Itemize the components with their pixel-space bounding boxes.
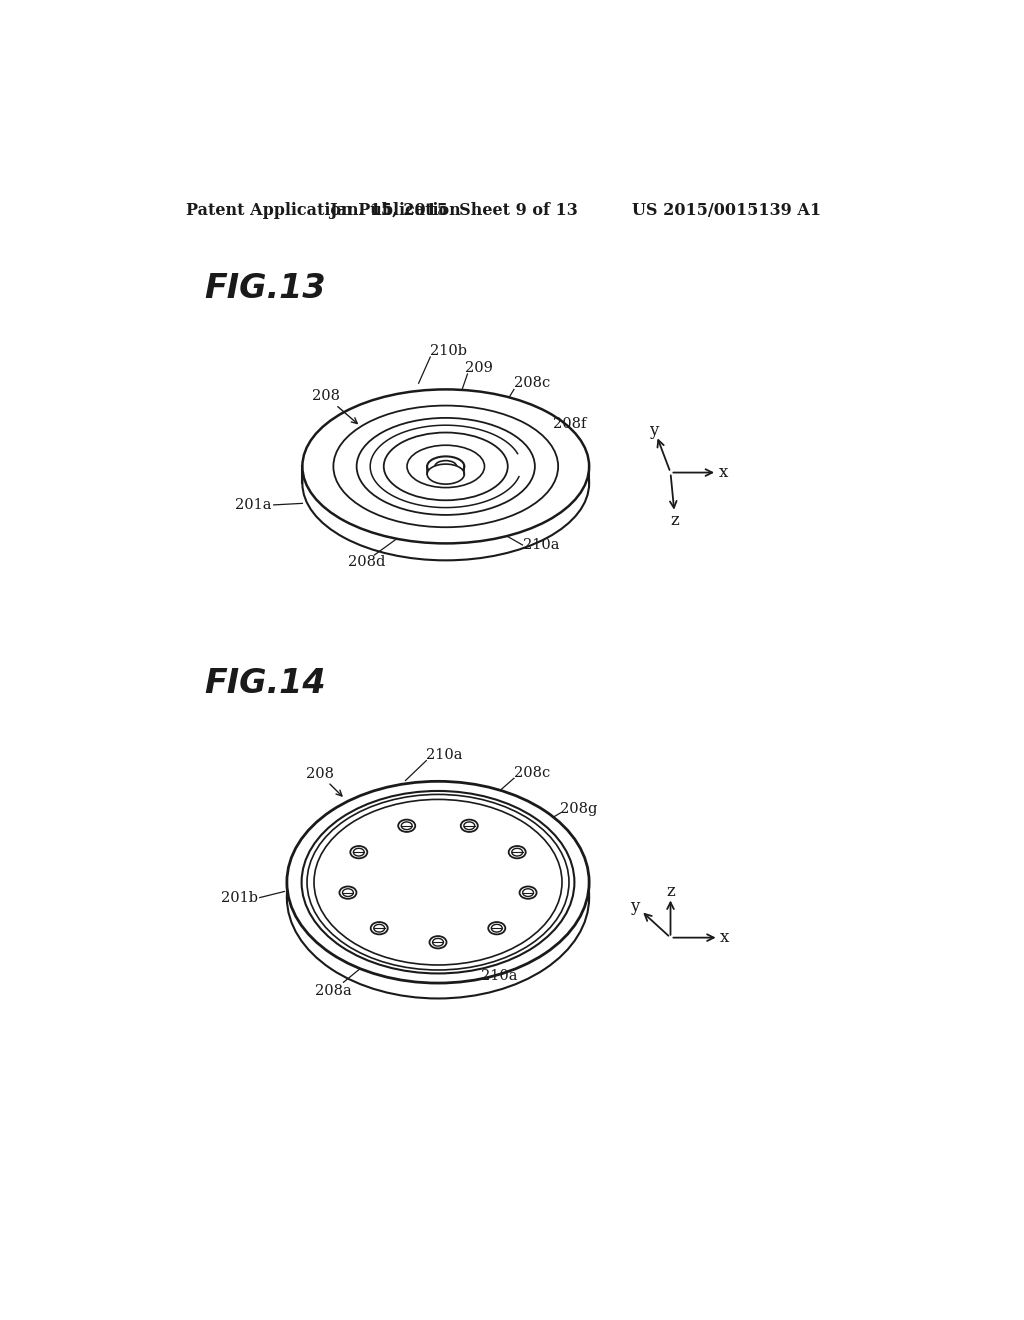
Text: 201a: 201a xyxy=(234,498,271,512)
Ellipse shape xyxy=(374,924,385,932)
Ellipse shape xyxy=(398,820,416,832)
Ellipse shape xyxy=(302,389,589,544)
Text: 208c: 208c xyxy=(514,376,550,391)
Ellipse shape xyxy=(492,924,502,932)
Text: US 2015/0015139 A1: US 2015/0015139 A1 xyxy=(632,202,821,219)
Text: FIG.14: FIG.14 xyxy=(204,667,326,700)
Text: 208d: 208d xyxy=(348,554,385,569)
Ellipse shape xyxy=(302,407,589,560)
Ellipse shape xyxy=(512,849,522,855)
Ellipse shape xyxy=(342,888,353,896)
Text: 210a: 210a xyxy=(426,748,463,762)
Ellipse shape xyxy=(427,465,464,484)
Text: 208g: 208g xyxy=(560,803,598,816)
Text: FIG.13: FIG.13 xyxy=(204,272,326,305)
Ellipse shape xyxy=(522,888,534,896)
Text: 208: 208 xyxy=(311,388,340,403)
Ellipse shape xyxy=(432,939,443,946)
Text: x: x xyxy=(719,465,728,480)
Text: 210a: 210a xyxy=(480,969,517,983)
Ellipse shape xyxy=(371,923,388,935)
Text: x: x xyxy=(720,929,729,946)
Text: 210a: 210a xyxy=(523,539,560,552)
Ellipse shape xyxy=(287,797,589,998)
Text: 208c: 208c xyxy=(514,766,550,780)
Text: y: y xyxy=(649,421,658,438)
Ellipse shape xyxy=(461,820,478,832)
Ellipse shape xyxy=(488,923,505,935)
Ellipse shape xyxy=(435,461,457,473)
Text: z: z xyxy=(667,883,675,900)
Text: 208a: 208a xyxy=(315,983,352,998)
Ellipse shape xyxy=(401,822,412,829)
Ellipse shape xyxy=(427,457,464,477)
Ellipse shape xyxy=(350,846,368,858)
Text: y: y xyxy=(630,899,640,915)
Ellipse shape xyxy=(429,936,446,948)
Text: z: z xyxy=(671,512,680,529)
Ellipse shape xyxy=(353,849,365,855)
Text: 201b: 201b xyxy=(221,891,258,904)
Text: 210b: 210b xyxy=(430,345,467,358)
Ellipse shape xyxy=(314,800,562,965)
Ellipse shape xyxy=(287,781,589,983)
Ellipse shape xyxy=(509,846,525,858)
Ellipse shape xyxy=(519,887,537,899)
Text: Patent Application Publication: Patent Application Publication xyxy=(186,202,461,219)
Text: Jan. 15, 2015  Sheet 9 of 13: Jan. 15, 2015 Sheet 9 of 13 xyxy=(329,202,578,219)
Ellipse shape xyxy=(339,887,356,899)
Ellipse shape xyxy=(464,822,475,829)
Text: 209: 209 xyxy=(465,360,493,375)
Text: 208: 208 xyxy=(306,767,334,781)
Text: 208f: 208f xyxy=(553,417,586,432)
